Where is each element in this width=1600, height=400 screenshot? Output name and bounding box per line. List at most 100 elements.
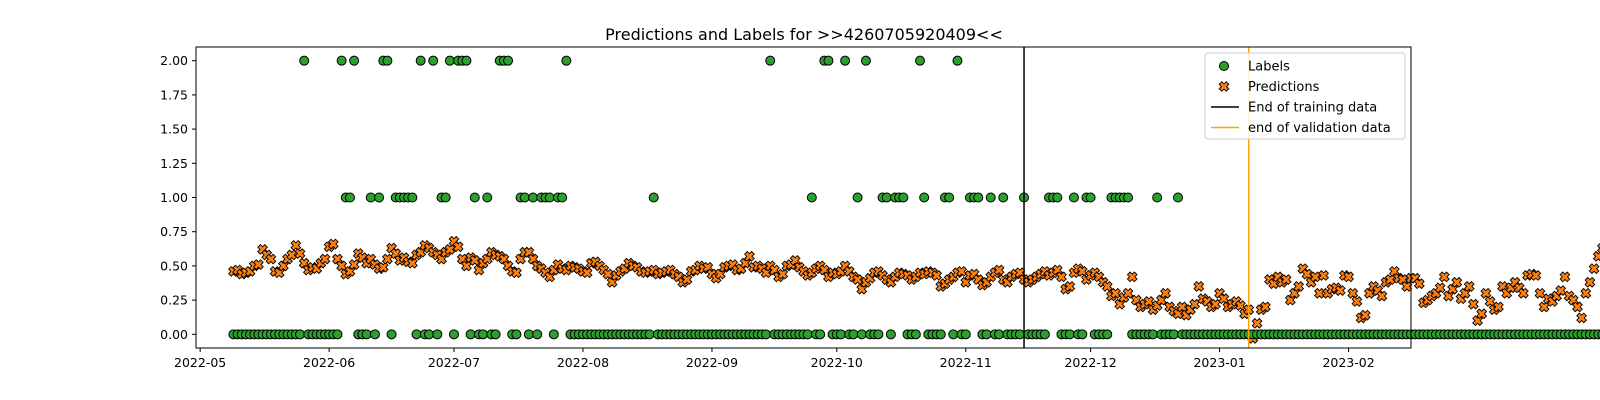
y-tick-label: 0.50 [160,258,188,273]
prediction-point [1467,298,1479,310]
prediction-point [1492,301,1504,313]
label-point [644,329,655,340]
prediction-point [1413,278,1425,290]
label-point [461,55,472,66]
prediction-point [1438,271,1450,283]
legend-label-predictions: Predictions [1248,80,1320,95]
label-point [361,329,372,340]
plot-area [228,47,1600,348]
x-tick-label: 2023-01 [1193,355,1245,370]
prediction-point [406,257,418,269]
label-point [544,192,555,203]
y-tick-label: 1.75 [160,87,188,102]
label-point [557,192,568,203]
label-point [952,55,963,66]
label-point [503,55,514,66]
label-point [948,329,959,340]
label-point [1064,329,1075,340]
label-point [935,329,946,340]
label-point [835,329,846,340]
label-point [873,329,884,340]
legend-box [1204,52,1406,140]
label-point [1077,329,1088,340]
prediction-point [510,267,522,279]
y-tick-label: 1.50 [160,122,188,137]
prediction-point [290,239,302,251]
prediction-point [1251,317,1263,329]
prediction-point [1576,312,1588,324]
prediction-point [444,244,456,255]
label-point [761,329,772,340]
prediction-point [1280,274,1292,286]
label-point [465,329,476,340]
label-point [1068,192,1079,203]
label-point [915,55,926,66]
label-point [648,192,659,203]
prediction-point [1259,301,1271,313]
prediction-point [1122,287,1134,299]
label-point [1085,192,1096,203]
label-point [349,55,360,66]
prediction-point [1293,280,1305,292]
label-point [299,55,310,66]
label-point [1039,329,1050,340]
prediction-point [1318,270,1330,281]
label-point [1597,329,1600,339]
prediction-point [377,261,389,273]
label-point [336,55,347,66]
label-point [548,329,559,340]
legend: Labels Predictions End of training data … [1204,52,1406,140]
label-point [332,329,343,340]
prediction-point [1530,270,1542,281]
label-point [1102,329,1113,340]
prediction-point [1234,300,1246,312]
prediction-point [381,253,393,265]
label-point [490,329,501,340]
label-point [478,329,489,340]
label-point [898,192,909,203]
prediction-point [1463,280,1475,292]
prediction-point [1401,280,1413,292]
prediction-point [581,267,593,279]
prediction-point [993,264,1005,276]
label-point [386,329,397,340]
label-point [469,192,480,203]
label-point [382,55,393,66]
prediction-point [327,238,339,250]
prediction-point [1584,276,1596,288]
label-point [823,55,834,66]
label-point [411,329,422,340]
prediction-point [1101,280,1113,292]
label-point [448,329,459,340]
prediction-point [1434,282,1446,294]
prediction-point [1592,250,1600,262]
label-point [344,192,355,203]
prediction-point [1343,271,1355,283]
prediction-point [252,259,264,270]
label-point [973,192,984,203]
label-point [960,329,971,340]
y-tick-label: 0.25 [160,293,188,308]
prediction-point [1451,276,1463,288]
x-tick-label: 2022-10 [811,355,863,370]
prediction-point [1559,271,1571,283]
prediction-point [1476,308,1488,320]
label-point [440,192,451,203]
label-point [482,192,493,203]
prediction-point [931,270,943,281]
label-point [1052,192,1063,203]
label-point [998,192,1009,203]
prediction-point [1160,287,1171,299]
label-point [374,192,385,203]
prediction-point [1056,271,1067,283]
label-point [415,55,426,66]
prediction-point [1580,287,1592,299]
label-point [1123,192,1134,203]
label-point [511,329,522,340]
x-tick-label: 2022-11 [940,355,992,370]
label-point [910,329,921,340]
prediction-point [461,260,472,272]
legend-marker-predictions [1218,81,1230,92]
legend-label-validation-end: end of validation data [1248,121,1391,136]
